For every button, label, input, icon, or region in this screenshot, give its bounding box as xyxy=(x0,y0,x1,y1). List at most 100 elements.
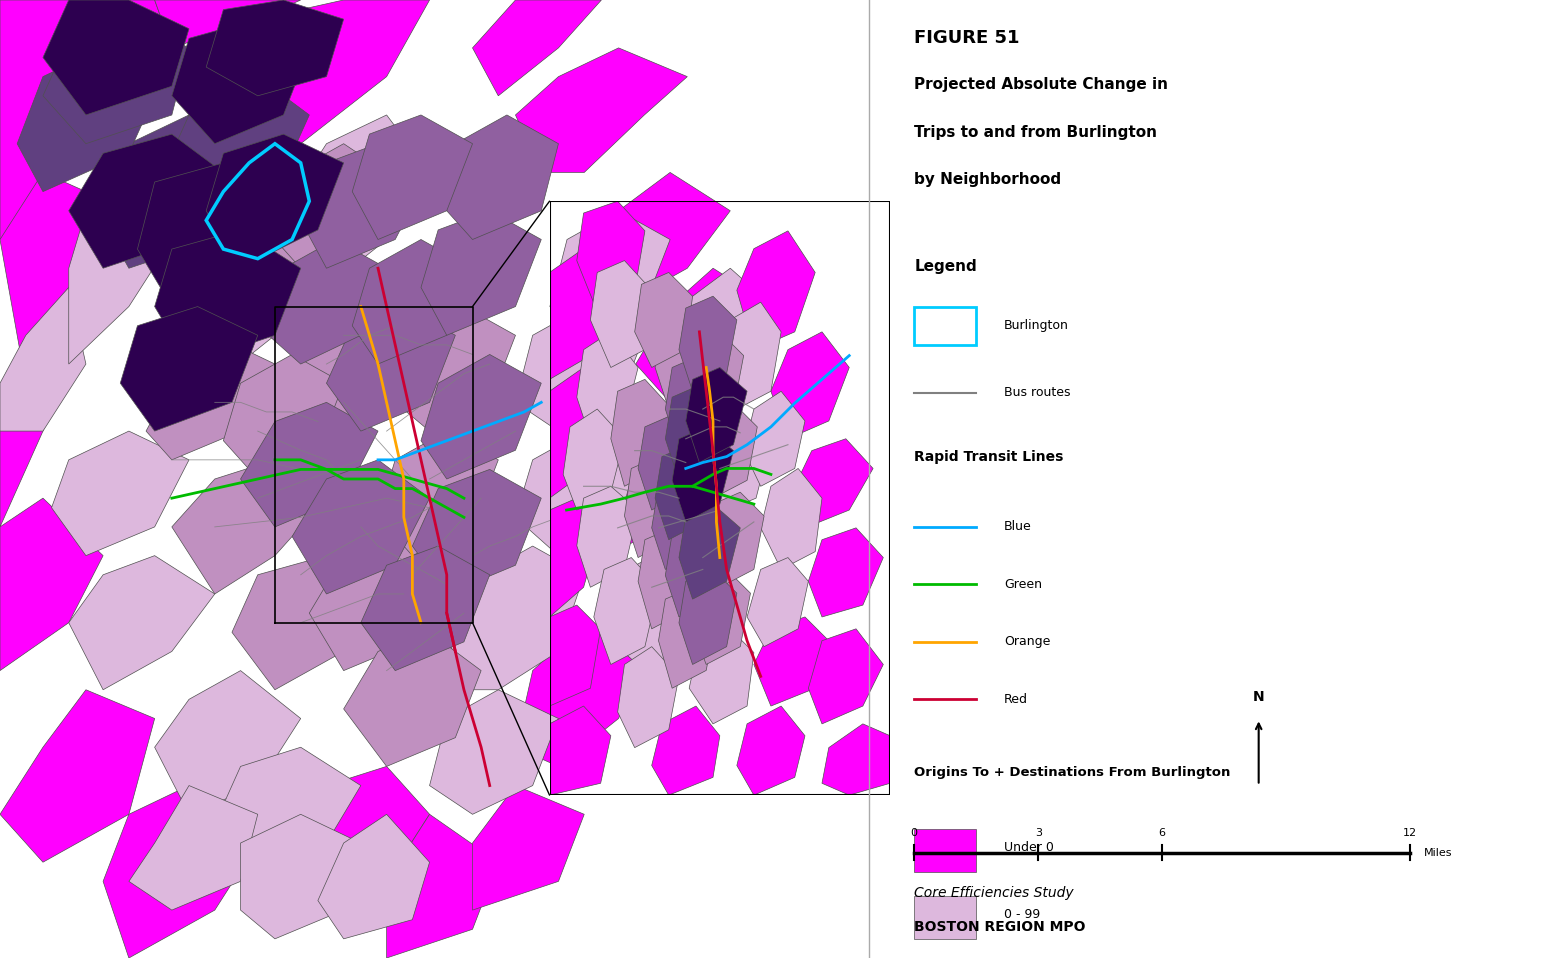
Text: Core Efficiencies Study: Core Efficiencies Study xyxy=(915,886,1074,901)
Polygon shape xyxy=(550,368,611,498)
Polygon shape xyxy=(68,192,172,364)
Polygon shape xyxy=(686,331,743,427)
Polygon shape xyxy=(121,307,259,431)
Polygon shape xyxy=(215,747,361,881)
Text: Red: Red xyxy=(1003,693,1028,706)
Polygon shape xyxy=(658,587,717,688)
Polygon shape xyxy=(206,134,344,268)
Polygon shape xyxy=(0,364,68,527)
Polygon shape xyxy=(638,528,700,628)
Polygon shape xyxy=(421,211,542,335)
Text: 3: 3 xyxy=(1034,829,1042,838)
Polygon shape xyxy=(68,556,215,690)
Polygon shape xyxy=(652,706,720,795)
Polygon shape xyxy=(172,19,310,144)
Text: Rapid Transit Lines: Rapid Transit Lines xyxy=(915,450,1063,465)
Polygon shape xyxy=(155,230,300,364)
Polygon shape xyxy=(563,409,624,510)
Text: Trips to and from Burlington: Trips to and from Burlington xyxy=(915,125,1158,140)
Text: 0 - 99: 0 - 99 xyxy=(1003,908,1040,922)
Polygon shape xyxy=(51,431,189,556)
Polygon shape xyxy=(104,786,259,958)
Polygon shape xyxy=(652,474,714,569)
Polygon shape xyxy=(344,632,481,766)
Polygon shape xyxy=(577,201,646,320)
Polygon shape xyxy=(515,48,687,172)
Polygon shape xyxy=(590,261,652,368)
Polygon shape xyxy=(43,19,189,144)
Polygon shape xyxy=(172,211,327,383)
Polygon shape xyxy=(361,546,489,671)
Polygon shape xyxy=(0,287,87,431)
Polygon shape xyxy=(172,460,327,594)
Polygon shape xyxy=(655,445,717,539)
Polygon shape xyxy=(223,354,344,479)
Polygon shape xyxy=(43,0,189,115)
Polygon shape xyxy=(748,558,808,647)
Polygon shape xyxy=(666,522,726,617)
Polygon shape xyxy=(259,240,387,364)
Text: Legend: Legend xyxy=(915,259,977,274)
Polygon shape xyxy=(266,144,387,268)
Polygon shape xyxy=(771,331,850,439)
Polygon shape xyxy=(438,115,559,240)
Polygon shape xyxy=(155,671,300,814)
Polygon shape xyxy=(550,211,670,335)
Polygon shape xyxy=(743,391,805,487)
Polygon shape xyxy=(550,498,601,617)
Polygon shape xyxy=(808,528,884,617)
Polygon shape xyxy=(680,296,737,391)
Polygon shape xyxy=(472,0,602,96)
Polygon shape xyxy=(737,231,816,350)
Text: Origins To + Destinations From Burlington: Origins To + Destinations From Burlingto… xyxy=(915,766,1231,780)
Polygon shape xyxy=(87,115,240,268)
Polygon shape xyxy=(577,331,638,439)
Polygon shape xyxy=(206,0,344,96)
Bar xyxy=(915,307,977,345)
Polygon shape xyxy=(670,268,774,402)
Polygon shape xyxy=(602,546,731,671)
Polygon shape xyxy=(666,355,723,450)
Text: Green: Green xyxy=(1003,578,1042,591)
Polygon shape xyxy=(472,786,584,910)
Polygon shape xyxy=(128,786,259,910)
Polygon shape xyxy=(559,431,704,556)
Polygon shape xyxy=(700,403,757,498)
Polygon shape xyxy=(138,163,283,307)
Polygon shape xyxy=(353,240,472,364)
Polygon shape xyxy=(577,487,638,587)
Text: Orange: Orange xyxy=(1003,635,1050,649)
Polygon shape xyxy=(412,469,542,594)
Polygon shape xyxy=(624,457,686,558)
Polygon shape xyxy=(611,379,672,487)
Polygon shape xyxy=(0,172,128,383)
Text: Bus routes: Bus routes xyxy=(1003,386,1070,399)
Polygon shape xyxy=(155,0,300,48)
Polygon shape xyxy=(300,144,430,268)
Text: FIGURE 51: FIGURE 51 xyxy=(915,29,1020,47)
Polygon shape xyxy=(293,460,430,594)
Polygon shape xyxy=(276,766,430,910)
Polygon shape xyxy=(447,546,584,690)
Polygon shape xyxy=(146,335,276,460)
Polygon shape xyxy=(240,814,361,939)
Polygon shape xyxy=(430,690,559,814)
Polygon shape xyxy=(550,249,618,379)
Polygon shape xyxy=(760,468,822,569)
Text: Miles: Miles xyxy=(1424,848,1452,857)
Polygon shape xyxy=(638,415,700,510)
Polygon shape xyxy=(68,134,223,268)
Text: Projected Absolute Change in: Projected Absolute Change in xyxy=(915,77,1169,92)
Polygon shape xyxy=(240,402,378,527)
Polygon shape xyxy=(584,172,731,307)
Polygon shape xyxy=(172,77,310,211)
Polygon shape xyxy=(737,706,805,795)
Polygon shape xyxy=(206,144,310,259)
Polygon shape xyxy=(0,690,155,862)
Text: N: N xyxy=(1252,690,1265,704)
Polygon shape xyxy=(317,814,430,939)
Polygon shape xyxy=(692,569,751,665)
Text: Burlington: Burlington xyxy=(1003,319,1068,332)
Polygon shape xyxy=(353,115,472,240)
Polygon shape xyxy=(672,427,734,522)
